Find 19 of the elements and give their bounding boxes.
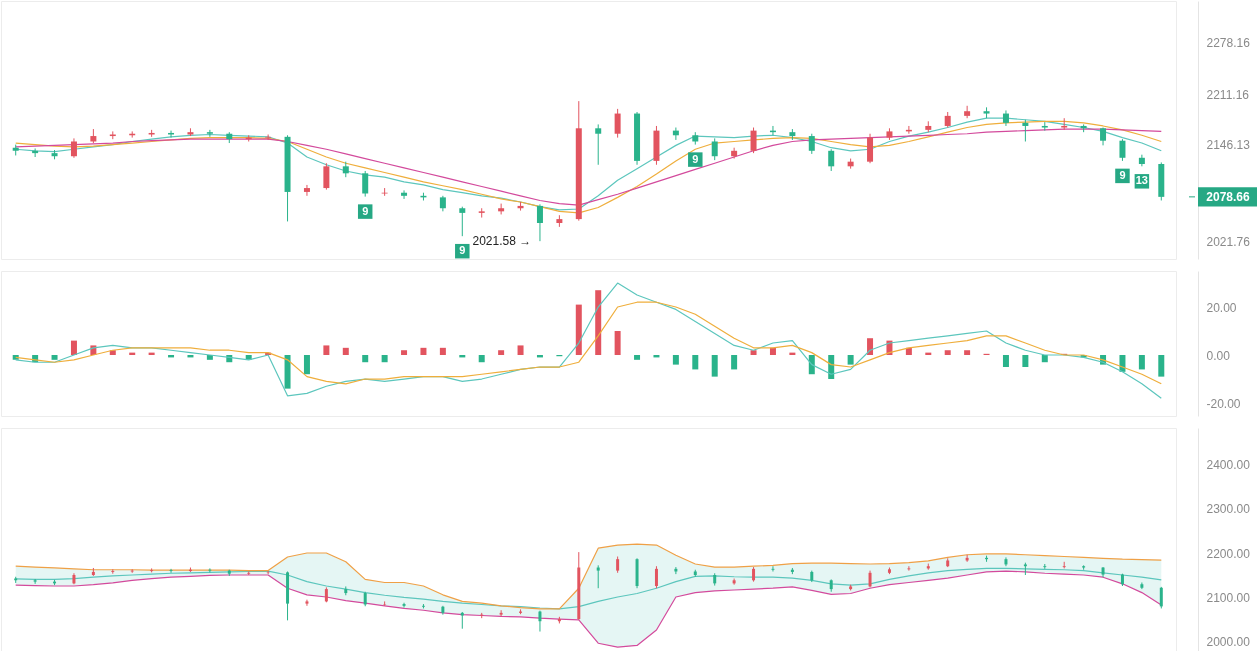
- y-tick-label: -20.00: [1206, 396, 1241, 411]
- y-tick-label: 0.00: [1206, 348, 1231, 363]
- annotation: 2021.58 →: [472, 234, 532, 249]
- y-tick-label: 2200.00: [1206, 546, 1251, 561]
- y-tick-label: 2300.00: [1206, 502, 1251, 517]
- annotation: 13: [1135, 174, 1148, 187]
- y-tick-label: 2000.00: [1206, 634, 1251, 649]
- y-tick-label: 2211.16: [1206, 87, 1250, 102]
- y-tick-label: 2400.00: [1206, 458, 1251, 473]
- y-tick-label: 2278.16: [1206, 35, 1251, 50]
- y-tick-label: 2021.76: [1206, 234, 1251, 249]
- annotation: 9: [362, 204, 369, 217]
- annotation: 9: [459, 244, 466, 257]
- annotation: 9: [692, 152, 699, 165]
- y-tick-label: 2146.13: [1206, 137, 1251, 152]
- y-tick-label: 2100.00: [1206, 590, 1251, 605]
- annotation: 9: [1119, 168, 1126, 181]
- ref-line-label: 2078.66: [1206, 189, 1251, 204]
- y-tick-label: 20.00: [1206, 300, 1237, 315]
